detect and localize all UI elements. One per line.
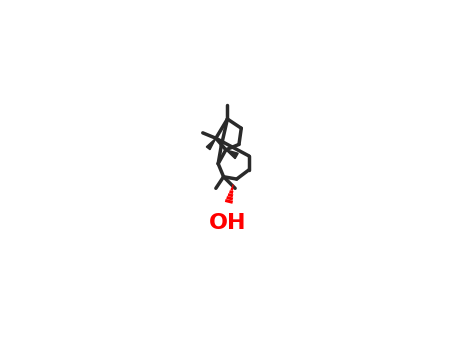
Text: OH: OH	[209, 213, 246, 233]
Polygon shape	[226, 150, 238, 159]
Polygon shape	[206, 138, 216, 150]
